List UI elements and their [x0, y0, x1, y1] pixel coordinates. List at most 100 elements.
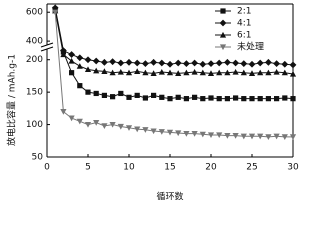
legend-label: 4:1: [237, 19, 251, 29]
marker: [93, 90, 99, 97]
marker: [282, 95, 288, 101]
marker: [207, 132, 215, 139]
marker: [101, 68, 108, 74]
legend-marker: [219, 19, 227, 27]
legend-marker: [220, 8, 226, 14]
marker: [216, 132, 223, 139]
legend-label: 2:1: [237, 7, 251, 17]
marker: [232, 68, 239, 75]
marker: [224, 69, 231, 76]
marker: [199, 131, 206, 138]
marker: [69, 70, 75, 76]
marker: [134, 92, 140, 98]
marker: [257, 96, 263, 102]
marker: [216, 96, 222, 102]
marker: [60, 47, 67, 55]
marker: [125, 125, 133, 131]
marker: [265, 58, 272, 66]
legend-marker: [219, 31, 227, 38]
marker: [240, 69, 247, 76]
y-tick-label: 100: [26, 120, 43, 130]
marker: [125, 69, 133, 76]
marker: [240, 133, 247, 140]
x-tick-label: 25: [246, 163, 257, 173]
marker: [150, 128, 157, 135]
x-tick-label: 10: [123, 163, 135, 173]
marker: [93, 67, 100, 74]
marker: [248, 70, 256, 76]
marker: [232, 133, 239, 139]
marker: [76, 63, 83, 69]
marker: [85, 89, 91, 95]
marker: [166, 69, 174, 76]
marker: [101, 92, 107, 98]
marker: [233, 95, 239, 101]
marker: [134, 126, 141, 133]
marker: [224, 58, 231, 66]
marker: [84, 121, 92, 128]
marker: [93, 120, 100, 126]
legend-label: 6:1: [237, 31, 251, 41]
marker: [273, 60, 280, 68]
axis-break: [40, 42, 54, 48]
marker: [76, 118, 83, 125]
marker: [200, 96, 206, 102]
marker: [191, 59, 198, 67]
marker: [84, 66, 92, 73]
marker: [175, 130, 182, 137]
marker: [60, 51, 67, 58]
legend-marker: [219, 44, 227, 51]
axis-break-gap: [40, 45, 54, 49]
marker: [142, 95, 148, 101]
x-tick-label: 0: [44, 163, 50, 173]
marker: [290, 96, 296, 102]
marker: [183, 69, 190, 76]
marker: [76, 54, 84, 62]
marker: [241, 96, 247, 102]
y-axis-label: 放电比容量 / mAh.g-1: [6, 54, 18, 146]
marker: [142, 60, 149, 68]
marker: [142, 127, 149, 133]
marker: [109, 121, 116, 128]
marker: [183, 131, 190, 137]
marker: [117, 59, 125, 67]
x-tick-label: 5: [85, 163, 91, 173]
marker: [208, 95, 214, 101]
x-tick-label: 15: [164, 163, 175, 173]
marker: [159, 94, 165, 100]
y-tick-label: 200: [26, 55, 43, 65]
x-axis-label: 循环数: [156, 191, 183, 201]
legend-label: 未处理: [237, 41, 264, 53]
marker: [289, 134, 297, 140]
marker: [257, 69, 264, 76]
marker: [167, 96, 173, 102]
marker: [166, 129, 174, 136]
marker: [174, 59, 182, 67]
marker: [109, 58, 116, 66]
marker: [110, 94, 116, 100]
y-tick-label: 400: [26, 37, 43, 47]
marker: [133, 59, 141, 67]
x-tick-label: 30: [287, 163, 299, 173]
marker: [52, 9, 59, 16]
marker: [117, 68, 124, 75]
y-tick-label: 50: [32, 153, 44, 163]
marker: [118, 90, 124, 97]
marker: [158, 59, 166, 67]
marker: [150, 70, 157, 76]
marker: [199, 60, 207, 68]
marker: [265, 96, 271, 102]
marker: [109, 69, 116, 76]
marker: [68, 57, 75, 64]
marker: [281, 60, 289, 68]
marker: [175, 70, 182, 76]
marker: [84, 56, 92, 64]
marker: [273, 133, 280, 140]
marker: [257, 133, 264, 140]
marker: [117, 123, 124, 130]
marker: [158, 68, 165, 75]
series-line: [54, 9, 294, 100]
marker: [216, 69, 223, 76]
marker: [142, 69, 149, 76]
marker: [232, 59, 239, 67]
